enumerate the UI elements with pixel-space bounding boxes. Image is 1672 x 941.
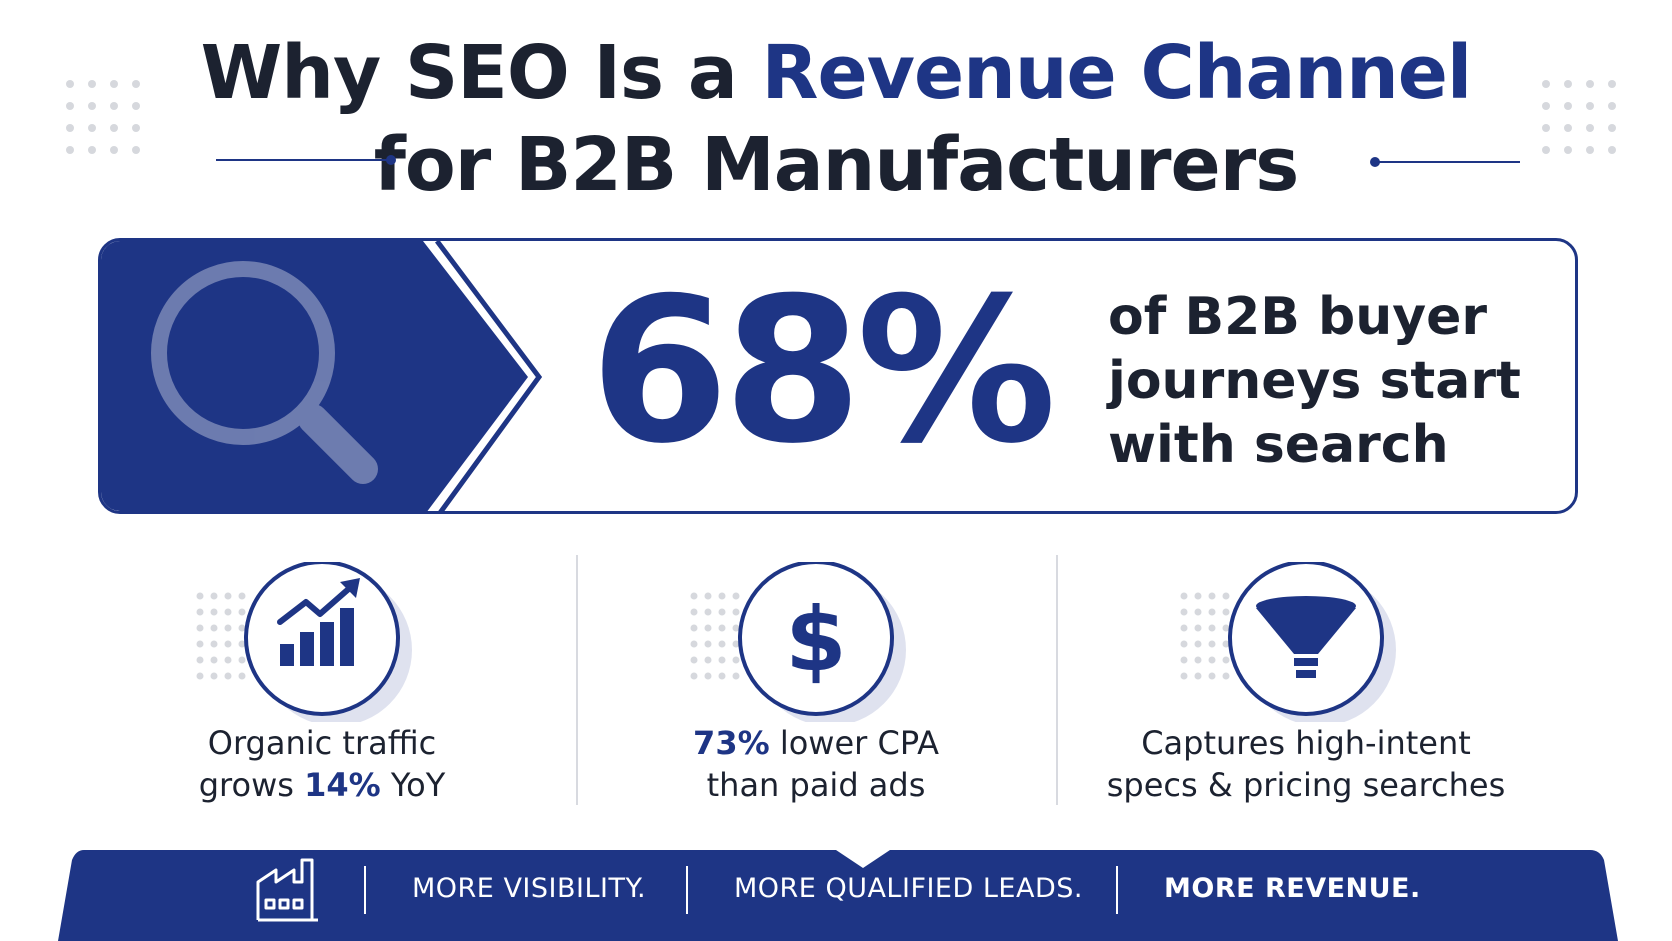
dollar-icon: $ — [690, 562, 906, 722]
hero-stat-value: 68% — [590, 255, 1057, 488]
stat-caption-intent: Captures high-intent specs & pricing sea… — [1106, 724, 1506, 804]
growth-chart-icon — [196, 562, 412, 722]
banner-item-visibility: MORE VISIBILITY. — [412, 873, 647, 904]
banner-item-leads: MORE QUALIFIED LEADS. — [734, 873, 1083, 904]
column-divider-2 — [1056, 555, 1058, 805]
title-prefix: Why SEO Is a — [200, 30, 762, 116]
magnifying-glass-icon — [151, 261, 378, 484]
title-rule-right — [1370, 157, 1520, 167]
banner-separator-3 — [1116, 866, 1118, 914]
column-divider-1 — [576, 555, 578, 805]
hero-stat-panel — [98, 238, 1578, 514]
funnel-icon — [1180, 562, 1396, 722]
svg-text:$: $ — [785, 588, 846, 691]
hero-stat-text: of B2B buyer journeys start with search — [1108, 287, 1521, 475]
page-title-line-2: for B2B Manufacturers — [373, 122, 1300, 208]
banner-separator-2 — [686, 866, 688, 914]
banner-item-revenue: MORE REVENUE. — [1164, 873, 1421, 904]
factory-icon — [256, 858, 318, 922]
page-title-line-1: Why SEO Is a Revenue Channel — [0, 30, 1672, 116]
banner-separator-1 — [364, 866, 366, 914]
stat-caption-traffic: Organic traffic grows 14% YoY — [198, 724, 446, 804]
stat-caption-cpa: 73% lower CPA than paid ads — [693, 724, 939, 804]
dot-grid-top-left — [66, 80, 140, 154]
dot-grid-top-right — [1542, 80, 1616, 154]
title-accent: Revenue Channel — [761, 30, 1473, 116]
title-rule-left — [216, 155, 396, 165]
